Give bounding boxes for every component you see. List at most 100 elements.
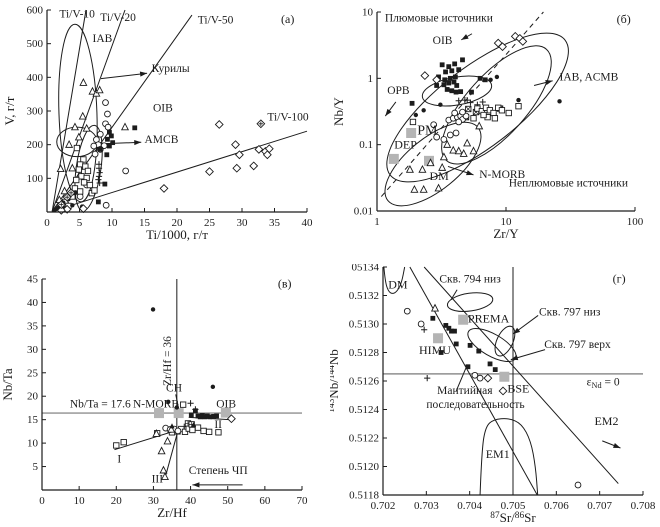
panel-a-chart: Ti/V-10 Ti/V-20 Ti/V-50 Ti/V-100 IAB OIB Курил… [2, 5, 314, 243]
data-point-open-triangle [160, 472, 169, 481]
data-point-filled-circle [413, 112, 419, 118]
data-point-open-square [189, 426, 196, 434]
x-tick-label: 50 [222, 495, 234, 507]
x-axis-label: 87Sr/86Sr [490, 510, 536, 525]
data-point-filled-square [487, 361, 493, 367]
data-point-open-circle [91, 150, 99, 158]
y-tick-label: 400 [27, 72, 44, 84]
x-tick-label: 70 [297, 495, 309, 507]
y-tick-label: 0.5118 [349, 490, 379, 502]
skv794-niz-field [446, 292, 494, 312]
data-point-open-square [120, 439, 127, 446]
data-point-filled-square [441, 82, 447, 88]
data-point-open-square [78, 173, 85, 180]
x-tick-label: 0.704 [457, 500, 482, 512]
y-axis-label: Nb/Y [331, 96, 346, 126]
data-point-open-square [515, 103, 522, 110]
mantle-array-left [409, 266, 538, 496]
label-iab-acmb: IAB, ACMB [560, 72, 619, 84]
data-point-reference-gray-square [388, 153, 399, 164]
series-open-diamond [420, 31, 528, 85]
data-point-open-triangle [443, 139, 452, 148]
x-tick-label: 20 [172, 217, 184, 229]
data-point-open-triangle [152, 429, 161, 437]
n-morb-arrow-head [466, 170, 474, 176]
series-filled-circle [413, 74, 562, 118]
x-tick-label: 20 [111, 495, 123, 507]
data-point-reference-gray-square [406, 127, 417, 138]
data-point-open-diamond [510, 31, 520, 41]
data-point-filled-square [443, 69, 448, 75]
data-point-open-triangle [434, 183, 443, 192]
y-tick-label: 35 [27, 320, 39, 332]
label-kurily: Курилы [152, 63, 190, 75]
data-point-open-triangle [74, 132, 83, 141]
data-point-filled-square [436, 74, 441, 80]
data-point-filled-square [454, 83, 460, 88]
y-tick-label: 40 [27, 297, 39, 309]
oib-arrow-head [461, 34, 469, 40]
data-point-open-triangle [68, 163, 77, 172]
data-point-filled-circle [70, 203, 75, 208]
data-point-open-triangle [438, 162, 447, 171]
data-point-open-square [84, 167, 92, 175]
label-em2: EM2 [594, 414, 618, 428]
label-prema: PREMA [468, 312, 510, 326]
label-dep: DEP [394, 137, 417, 151]
y-tick-label: 05134 [352, 264, 380, 274]
data-point-open-circle [471, 371, 479, 379]
data-point-open-triangle [65, 139, 74, 148]
data-point-open-triangle [410, 184, 419, 193]
data-point-filled-circle [421, 108, 426, 113]
series-open-diamond [56, 120, 274, 215]
data-point-open-triangle [454, 146, 463, 155]
mantle-array-right [423, 266, 619, 484]
data-point-open-square [86, 181, 94, 189]
data-point-filled-circle [210, 384, 216, 390]
data-point-open-diamond [62, 204, 72, 214]
label-ti-v-20: Ti/V-20 [100, 12, 136, 24]
x-axis-label: Zr/Y [493, 226, 519, 241]
data-point-open-triangle [163, 436, 172, 445]
y-tick-label: 0.5120 [349, 461, 380, 473]
kurily-arrow-head [139, 71, 148, 77]
data-point-open-square [76, 188, 84, 195]
label-group-i: I [117, 453, 121, 465]
label-n-morb: N-MORB [133, 398, 179, 410]
amcb-arrow-head [134, 139, 142, 146]
label-panel-letter: (в) [278, 276, 292, 290]
label-ti-v-50: Ti/V-50 [198, 14, 234, 26]
data-point-filled-square [95, 199, 101, 205]
data-point-filled-square [193, 408, 198, 414]
y-tick-label: 500 [27, 38, 44, 50]
data-point-open-circle [430, 121, 438, 129]
series-open-triangle [152, 424, 176, 481]
data-point-open-triangle [449, 145, 458, 154]
data-point-open-diamond [231, 140, 240, 150]
data-point-filled-circle [516, 97, 521, 103]
x-tick-label: 0.703 [414, 500, 439, 512]
data-point-reference-gray-square [458, 314, 469, 325]
data-point-plus [467, 99, 474, 106]
data-point-open-triangle [60, 186, 69, 195]
data-point-reference-gray-square [433, 333, 444, 344]
label-panel-letter: (а) [281, 12, 294, 26]
data-point-filled-square [188, 412, 194, 418]
data-point-plus [424, 375, 431, 382]
data-point-filled-square [107, 143, 112, 149]
y-tick-label: 45 [27, 274, 39, 286]
label-bse: BSE [507, 381, 529, 395]
label-dm: DM [429, 169, 449, 183]
data-point-open-square [470, 115, 477, 122]
data-point-open-square [480, 111, 487, 119]
data-point-open-triangle [475, 121, 484, 130]
x-tick-label: 40 [302, 217, 314, 229]
data-point-filled-square [446, 80, 452, 86]
y-tick-label: 25 [27, 367, 39, 379]
series-diamond-cross [56, 119, 266, 210]
data-point-filled-circle [174, 405, 180, 410]
panel-b-content: Плюмовые источники Неплюмовые источники OI… [380, 11, 631, 207]
data-point-open-diamond [432, 75, 442, 85]
series-filled-square [409, 57, 488, 106]
